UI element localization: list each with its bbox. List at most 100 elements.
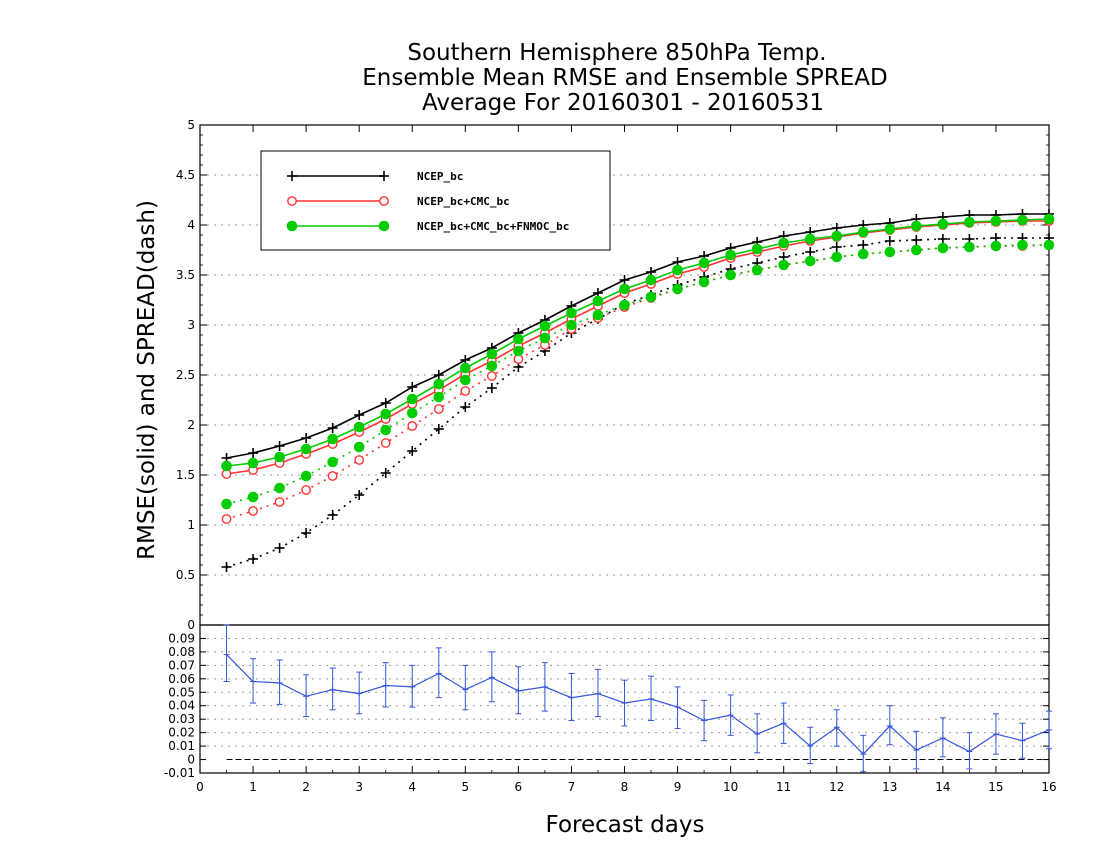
spread-point-ncep-bc-cmc-bc (221, 514, 232, 524)
rmse-point-ncep-bc-cmc-bc-fnmoc-bc (884, 223, 896, 235)
legend: NCEP_bc NCEP_bc+CMC_bc NCEP_bc+CMC_bc+FNMO… (260, 150, 611, 251)
difference-point (992, 730, 999, 737)
spread-line-ncep-bc-cmc-bc (226, 244, 1050, 520)
difference-point (382, 682, 389, 689)
rmse-point-ncep-bc-cmc-bc-fnmoc-bc (831, 230, 843, 242)
rmse-point-ncep-bc-cmc-bc-fnmoc-bc (221, 460, 232, 472)
spread-point-ncep-bc-cmc-bc-fnmoc-bc (778, 259, 789, 271)
spread-point-ncep-bc-cmc-bc-fnmoc-bc (486, 360, 498, 372)
spread-point-ncep-bc-cmc-bc (354, 455, 365, 465)
y-tick-label: 2.5 (176, 368, 195, 382)
rmse-point-ncep-bc (301, 433, 312, 443)
difference-point (488, 674, 495, 681)
rmse-point-ncep-bc (407, 382, 418, 392)
y-tick-label: 1.5 (176, 468, 195, 482)
spread-point-ncep-bc-cmc-bc (274, 497, 285, 507)
spread-point-ncep-bc-cmc-bc (327, 471, 338, 481)
x-tick-label: 13 (882, 780, 897, 794)
spread-point-ncep-bc (937, 234, 948, 244)
rmse-point-ncep-bc-cmc-bc-fnmoc-bc (1017, 214, 1028, 226)
rmse-point-ncep-bc (354, 410, 365, 420)
rmse-point-ncep-bc-cmc-bc-fnmoc-bc (300, 443, 312, 455)
rmse-point-ncep-bc-cmc-bc-fnmoc-bc (964, 216, 975, 228)
x-tick-label: 0 (196, 780, 204, 794)
x-tick-label: 11 (776, 780, 791, 794)
spread-point-ncep-bc (486, 383, 497, 393)
bottom-y-axis: -0.0100.010.020.030.040.050.060.070.080.… (164, 618, 1049, 780)
spread-point-ncep-bc-cmc-bc-fnmoc-bc (327, 456, 338, 468)
rmse-point-ncep-bc-cmc-bc-fnmoc-bc (1043, 213, 1055, 225)
spread-point-ncep-bc-cmc-bc-fnmoc-bc (460, 374, 471, 386)
rmse-point-ncep-bc-cmc-bc-fnmoc-bc (698, 257, 710, 269)
rmse-point-ncep-bc-cmc-bc-fnmoc-bc (804, 233, 816, 245)
spread-point-ncep-bc (858, 240, 869, 250)
spread-point-ncep-bc-cmc-bc (248, 506, 258, 516)
y-tick-label: 0.02 (168, 726, 195, 740)
spread-point-ncep-bc-cmc-bc-fnmoc-bc (964, 241, 975, 253)
difference-point (594, 690, 601, 697)
rmse-point-ncep-bc-cmc-bc-fnmoc-bc (592, 295, 604, 307)
y-tick-label: 3.5 (176, 268, 195, 282)
y-tick-label: -0.01 (164, 766, 195, 780)
rmse-point-ncep-bc-cmc-bc-fnmoc-bc (990, 215, 1002, 227)
spread-point-ncep-bc-cmc-bc-fnmoc-bc (300, 470, 312, 482)
legend-marker (287, 196, 297, 206)
rmse-point-ncep-bc-cmc-bc-fnmoc-bc (406, 393, 418, 405)
spread-point-ncep-bc-cmc-bc-fnmoc-bc (513, 345, 524, 357)
rmse-point-ncep-bc-cmc-bc-fnmoc-bc (911, 220, 922, 232)
spread-point-ncep-bc (407, 446, 418, 456)
series-layer (221, 209, 1055, 572)
x-tick-label: 8 (621, 780, 629, 794)
x-tick-label: 14 (935, 780, 950, 794)
spread-point-ncep-bc (380, 468, 391, 478)
y-tick-label: 0.5 (176, 568, 195, 582)
spread-point-ncep-bc (354, 490, 365, 500)
difference-point (515, 687, 522, 694)
x-tick-label: 1 (249, 780, 257, 794)
difference-point (833, 724, 840, 731)
spread-point-ncep-bc-cmc-bc-fnmoc-bc (937, 242, 949, 254)
spread-point-ncep-bc-cmc-bc-fnmoc-bc (619, 299, 630, 311)
y-tick-label: 0.01 (168, 739, 195, 753)
spread-point-ncep-bc-cmc-bc (301, 485, 312, 495)
x-tick-label: 15 (988, 780, 1003, 794)
rmse-point-ncep-bc-cmc-bc-fnmoc-bc (327, 433, 338, 445)
difference-point (303, 693, 310, 700)
spread-point-ncep-bc-cmc-bc-fnmoc-bc (1043, 239, 1055, 251)
difference-point (409, 683, 416, 690)
title-line-2: Ensemble Mean RMSE and Ensemble SPREAD (362, 65, 887, 91)
x-tick-label: 3 (355, 780, 363, 794)
legend-marker (378, 220, 390, 232)
legend-label: NCEP_bc+CMC_bc (417, 195, 510, 208)
rmse-point-ncep-bc-cmc-bc-fnmoc-bc (778, 237, 789, 249)
y-tick-label: 0.05 (168, 685, 195, 699)
spread-point-ncep-bc-cmc-bc-fnmoc-bc (566, 319, 577, 331)
spread-point-ncep-bc (433, 424, 444, 434)
rmse-point-ncep-bc-cmc-bc-fnmoc-bc (353, 421, 365, 433)
x-tick-label: 16 (1041, 780, 1056, 794)
difference-point (701, 717, 708, 724)
spread-point-ncep-bc-cmc-bc-fnmoc-bc (911, 244, 922, 256)
difference-point (913, 747, 920, 754)
y-tick-label: 0.03 (168, 712, 195, 726)
rmse-line-ncep-bc-cmc-bc (226, 220, 1049, 475)
title-line-3: Average For 20160301 - 20160531 (422, 90, 824, 116)
rmse-point-ncep-bc (433, 370, 444, 380)
rmse-point-ncep-bc-cmc-bc-fnmoc-bc (725, 249, 736, 261)
difference-point (1046, 726, 1052, 733)
spread-point-ncep-bc-cmc-bc-fnmoc-bc (221, 498, 232, 510)
y-tick-label: 1 (187, 518, 195, 532)
rmse-point-ncep-bc-cmc-bc-fnmoc-bc (247, 457, 259, 469)
spread-point-ncep-bc-cmc-bc-fnmoc-bc (353, 441, 365, 453)
rmse-point-ncep-bc-cmc-bc-fnmoc-bc (274, 451, 285, 463)
rmse-point-ncep-bc-cmc-bc-fnmoc-bc (513, 333, 524, 345)
rmse-point-ncep-bc-cmc-bc-fnmoc-bc (857, 226, 869, 238)
spread-point-ncep-bc-cmc-bc (380, 438, 391, 448)
difference-point (886, 722, 893, 729)
difference-point (250, 678, 257, 685)
spread-point-ncep-bc-cmc-bc-fnmoc-bc (698, 276, 710, 288)
rmse-point-ncep-bc-cmc-bc-fnmoc-bc (566, 307, 577, 319)
spread-point-ncep-bc-cmc-bc-fnmoc-bc (380, 424, 392, 436)
rmse-line-ncep-bc (226, 213, 1049, 459)
